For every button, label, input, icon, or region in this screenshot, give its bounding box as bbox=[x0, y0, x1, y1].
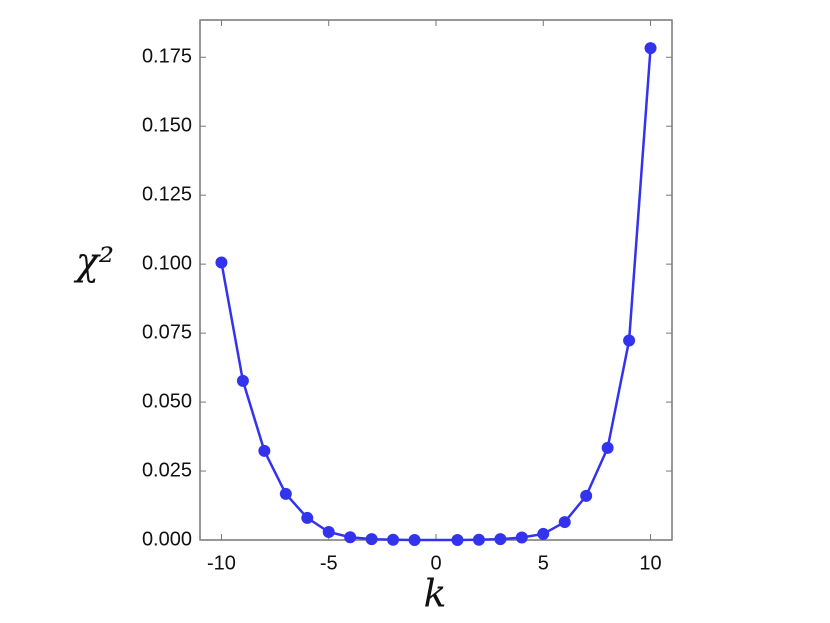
data-point bbox=[623, 334, 636, 347]
x-tick-label: -5 bbox=[320, 552, 338, 574]
data-point bbox=[258, 444, 271, 457]
data-point bbox=[472, 533, 485, 546]
x-tick-label: -10 bbox=[207, 552, 236, 574]
x-tick-label: 10 bbox=[639, 552, 661, 574]
x-tick-label: 5 bbox=[538, 552, 549, 574]
data-line bbox=[220, 48, 652, 542]
data-point bbox=[408, 534, 421, 546]
data-point bbox=[215, 256, 228, 269]
data-point bbox=[537, 527, 550, 540]
data-point bbox=[601, 441, 614, 454]
x-tick-label: 0 bbox=[430, 552, 441, 574]
data-point bbox=[344, 531, 357, 544]
y-tick-label: 0.125 bbox=[142, 183, 192, 205]
data-point bbox=[558, 516, 571, 529]
data-point bbox=[644, 42, 657, 55]
data-point bbox=[301, 511, 314, 524]
y-tick-label: 0.025 bbox=[142, 459, 192, 481]
y-tick-label: 0.150 bbox=[142, 114, 192, 136]
data-point bbox=[236, 374, 249, 387]
y-axis-label: χ² bbox=[73, 240, 114, 284]
data-point bbox=[365, 533, 378, 546]
data-point bbox=[580, 489, 593, 502]
y-tick-label: 0.000 bbox=[142, 528, 192, 550]
data-point bbox=[322, 526, 335, 538]
data-point bbox=[279, 487, 292, 500]
data-point bbox=[387, 533, 400, 546]
data-point bbox=[494, 533, 507, 546]
data-point bbox=[515, 531, 528, 544]
y-tick-label: 0.175 bbox=[142, 46, 192, 68]
data-point bbox=[451, 534, 464, 546]
y-tick-label: 0.100 bbox=[142, 252, 192, 274]
x-axis-label: k bbox=[423, 572, 446, 616]
y-tick-label: 0.075 bbox=[142, 321, 192, 343]
y-tick-label: 0.050 bbox=[142, 390, 192, 412]
